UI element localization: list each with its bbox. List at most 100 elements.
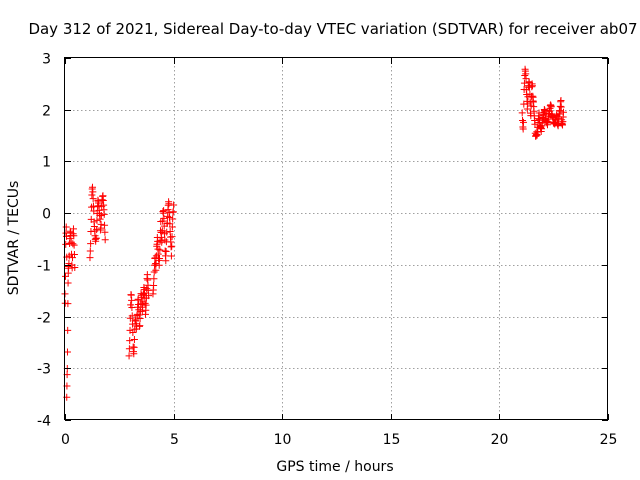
data-point <box>519 118 527 126</box>
data-point <box>160 214 168 222</box>
data-point <box>88 191 96 199</box>
x-tick-label: 20 <box>491 432 509 448</box>
y-tick-label: -1 <box>37 259 51 275</box>
data-point <box>70 232 78 240</box>
data-point <box>69 225 77 233</box>
x-axis-label: GPS time / hours <box>276 459 393 475</box>
x-tick-label: 25 <box>600 432 618 448</box>
data-point <box>142 301 150 309</box>
data-point <box>528 82 536 90</box>
grid <box>65 58 608 420</box>
data-point <box>155 261 163 269</box>
data-point <box>136 314 144 322</box>
data-point <box>162 247 170 255</box>
x-tick-label: 0 <box>61 432 70 448</box>
ticks <box>65 58 609 421</box>
x-tick-label: 10 <box>274 432 292 448</box>
y-tick-label: -4 <box>37 414 51 430</box>
data-point <box>559 108 567 116</box>
chart-title: Day 312 of 2021, Sidereal Day-to-day VTE… <box>28 20 637 38</box>
data-point <box>520 79 528 87</box>
data-point <box>70 250 78 258</box>
data-point <box>156 246 164 254</box>
data-point <box>64 300 72 308</box>
x-tick-labels: 0 5 10 15 20 25 <box>61 432 617 448</box>
data-point <box>519 125 527 133</box>
y-tick-label: 0 <box>42 207 51 223</box>
data-point <box>145 292 153 300</box>
data-point <box>141 299 149 307</box>
data-point <box>64 326 72 334</box>
y-tick-label: -2 <box>37 311 51 327</box>
data-point <box>518 109 526 117</box>
data-point <box>130 343 138 351</box>
data-point <box>521 71 529 79</box>
data-point <box>63 348 71 356</box>
data-point <box>167 243 175 251</box>
x-tick-label: 5 <box>170 432 179 448</box>
data-point <box>163 228 171 236</box>
data-point <box>557 97 565 105</box>
data-point <box>100 210 108 218</box>
data-point <box>160 207 168 215</box>
data-points <box>61 65 567 401</box>
plot-frame <box>64 57 608 420</box>
y-tick-label: -3 <box>37 362 51 378</box>
data-point <box>101 221 109 229</box>
data-point <box>128 296 136 304</box>
data-point <box>547 103 555 111</box>
data-point <box>156 255 164 263</box>
y-tick-labels: -4 -3 -2 -1 0 1 2 3 <box>37 52 51 430</box>
data-point <box>126 337 134 345</box>
data-point <box>143 285 151 293</box>
data-point <box>101 236 109 244</box>
data-point <box>170 201 178 209</box>
data-point <box>168 233 176 241</box>
data-point <box>535 109 543 117</box>
data-point <box>71 263 79 271</box>
data-point <box>168 223 176 231</box>
data-point <box>96 215 104 223</box>
data-point <box>97 211 105 219</box>
data-point <box>165 200 173 208</box>
data-point <box>136 322 144 330</box>
data-point <box>66 235 74 243</box>
data-point <box>93 216 101 224</box>
y-tick-label: 2 <box>42 104 51 120</box>
data-point <box>153 240 161 248</box>
data-point <box>135 311 143 319</box>
data-point <box>162 257 170 265</box>
data-point <box>87 240 95 248</box>
data-point <box>86 254 94 262</box>
data-point <box>130 335 138 343</box>
data-point <box>140 290 148 298</box>
data-point <box>97 220 105 228</box>
data-point <box>167 252 175 260</box>
x-tick-label: 15 <box>383 432 401 448</box>
y-tick-label: 3 <box>42 52 51 68</box>
data-point <box>89 188 97 196</box>
data-point <box>166 213 174 221</box>
data-point <box>92 234 100 242</box>
data-point <box>161 236 169 244</box>
data-point <box>125 352 133 360</box>
y-tick-label: 1 <box>42 155 51 171</box>
data-point <box>169 208 177 216</box>
data-point <box>70 241 78 249</box>
data-point <box>64 279 72 287</box>
data-point <box>557 103 565 111</box>
y-axis-label: SDTVAR / TECUs <box>6 181 22 296</box>
data-point <box>86 247 94 255</box>
data-point <box>522 75 530 83</box>
data-point <box>150 281 158 289</box>
data-point <box>168 242 176 250</box>
data-point <box>62 240 70 248</box>
data-point <box>152 266 160 274</box>
data-point <box>62 223 70 231</box>
data-point <box>130 350 138 358</box>
data-point <box>101 228 109 236</box>
data-point <box>89 195 97 203</box>
data-point <box>150 275 158 283</box>
data-point <box>169 215 177 223</box>
